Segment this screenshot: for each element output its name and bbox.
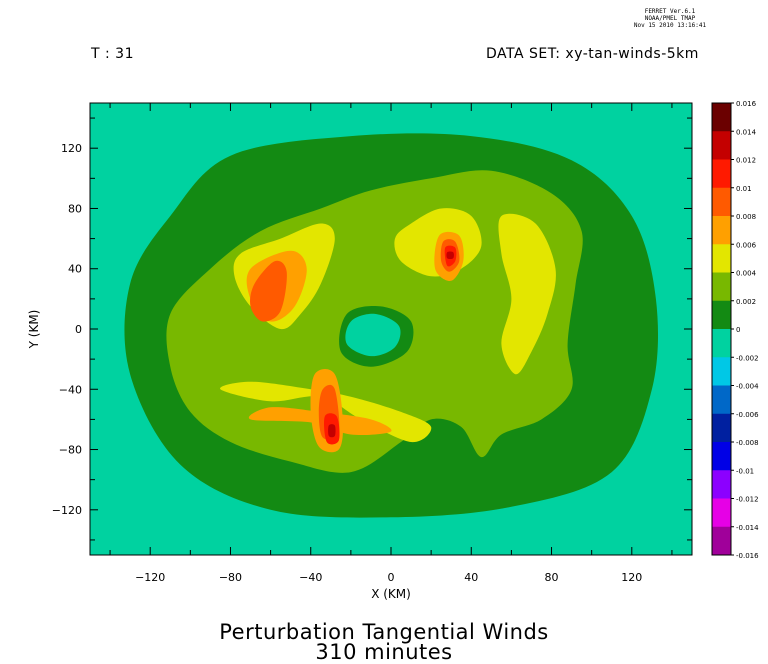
colorbar-swatch bbox=[712, 498, 731, 528]
y-tick-label: −120 bbox=[52, 504, 82, 517]
colorbar-swatch bbox=[712, 526, 731, 556]
colorbar-swatch bbox=[712, 272, 731, 302]
y-tick-label: −40 bbox=[59, 383, 82, 396]
dataset-label: DATA SET: xy-tan-winds-5km bbox=[486, 46, 699, 62]
colorbar-swatch bbox=[712, 300, 731, 330]
contour-region-18 bbox=[345, 313, 401, 357]
colorbar-label: -0.004 bbox=[736, 383, 759, 391]
colorbar-swatch bbox=[712, 329, 731, 358]
x-tick-label: 40 bbox=[464, 571, 478, 584]
contour-region-15 bbox=[328, 424, 336, 438]
y-tick-label: −80 bbox=[59, 444, 82, 457]
ferret-stamp: FERRET Ver.6.1 NOAA/PMEL TMAP Nov 15 201… bbox=[600, 8, 740, 29]
y-tick-label: 40 bbox=[68, 263, 82, 276]
colorbar-label: 0.016 bbox=[736, 100, 757, 108]
x-tick-label: 0 bbox=[388, 571, 395, 584]
colorbar-swatch bbox=[712, 216, 731, 245]
colorbar-label: 0.01 bbox=[736, 185, 752, 193]
chart-subtitle: 310 minutes bbox=[315, 640, 453, 664]
colorbar-swatch bbox=[712, 442, 731, 471]
colorbar-label: -0.016 bbox=[736, 552, 759, 560]
y-tick-label: 80 bbox=[68, 202, 82, 215]
time-label: T : 31 bbox=[91, 46, 134, 62]
ferret-version: FERRET Ver.6.1 bbox=[644, 8, 696, 15]
colorbar-swatch bbox=[712, 187, 731, 217]
colorbar-label: -0.012 bbox=[736, 496, 759, 504]
colorbar-label: 0.004 bbox=[736, 270, 757, 278]
contour-layer bbox=[124, 133, 659, 518]
colorbar-swatch bbox=[712, 244, 731, 273]
x-tick-label: 80 bbox=[545, 571, 559, 584]
contour-region-5 bbox=[498, 213, 556, 375]
x-axis-title: X (KM) bbox=[371, 587, 411, 601]
colorbar-label: -0.01 bbox=[736, 467, 754, 475]
y-tick-label: 120 bbox=[61, 142, 82, 155]
ferret-org: NOAA/PMEL TMAP bbox=[644, 15, 696, 22]
colorbar-label: -0.014 bbox=[736, 524, 759, 532]
colorbar-swatch bbox=[712, 413, 731, 443]
ferret-timestamp: Nov 15 2010 13:16:41 bbox=[633, 22, 707, 29]
colorbar-label: 0.014 bbox=[736, 128, 757, 136]
colorbar-swatch bbox=[712, 103, 731, 132]
chart-title: Perturbation Tangential Winds bbox=[219, 620, 549, 644]
colorbar-label: 0.008 bbox=[736, 213, 756, 221]
colorbar-swatch bbox=[712, 470, 731, 499]
x-tick-label: −80 bbox=[219, 571, 242, 584]
contour-region-10 bbox=[250, 260, 287, 322]
colorbar-label: 0 bbox=[736, 326, 740, 334]
x-tick-label: −120 bbox=[135, 571, 165, 584]
x-tick-label: −40 bbox=[299, 571, 322, 584]
colorbar-swatch bbox=[712, 385, 731, 415]
colorbar-label: 0.002 bbox=[736, 298, 756, 306]
x-tick-label: 120 bbox=[621, 571, 642, 584]
colorbar-label: -0.008 bbox=[736, 439, 759, 447]
colorbar-label: 0.012 bbox=[736, 157, 756, 165]
y-tick-label: 0 bbox=[75, 323, 82, 336]
contour-region-16 bbox=[446, 251, 454, 259]
colorbar-label: -0.006 bbox=[736, 411, 759, 419]
colorbar-swatch bbox=[712, 357, 731, 386]
colorbar-swatch bbox=[712, 131, 731, 160]
colorbar-label: 0.006 bbox=[736, 241, 757, 249]
colorbar-swatch bbox=[712, 159, 731, 189]
y-axis-title: Y (KM) bbox=[27, 310, 41, 350]
colorbar-label: -0.002 bbox=[736, 354, 759, 362]
